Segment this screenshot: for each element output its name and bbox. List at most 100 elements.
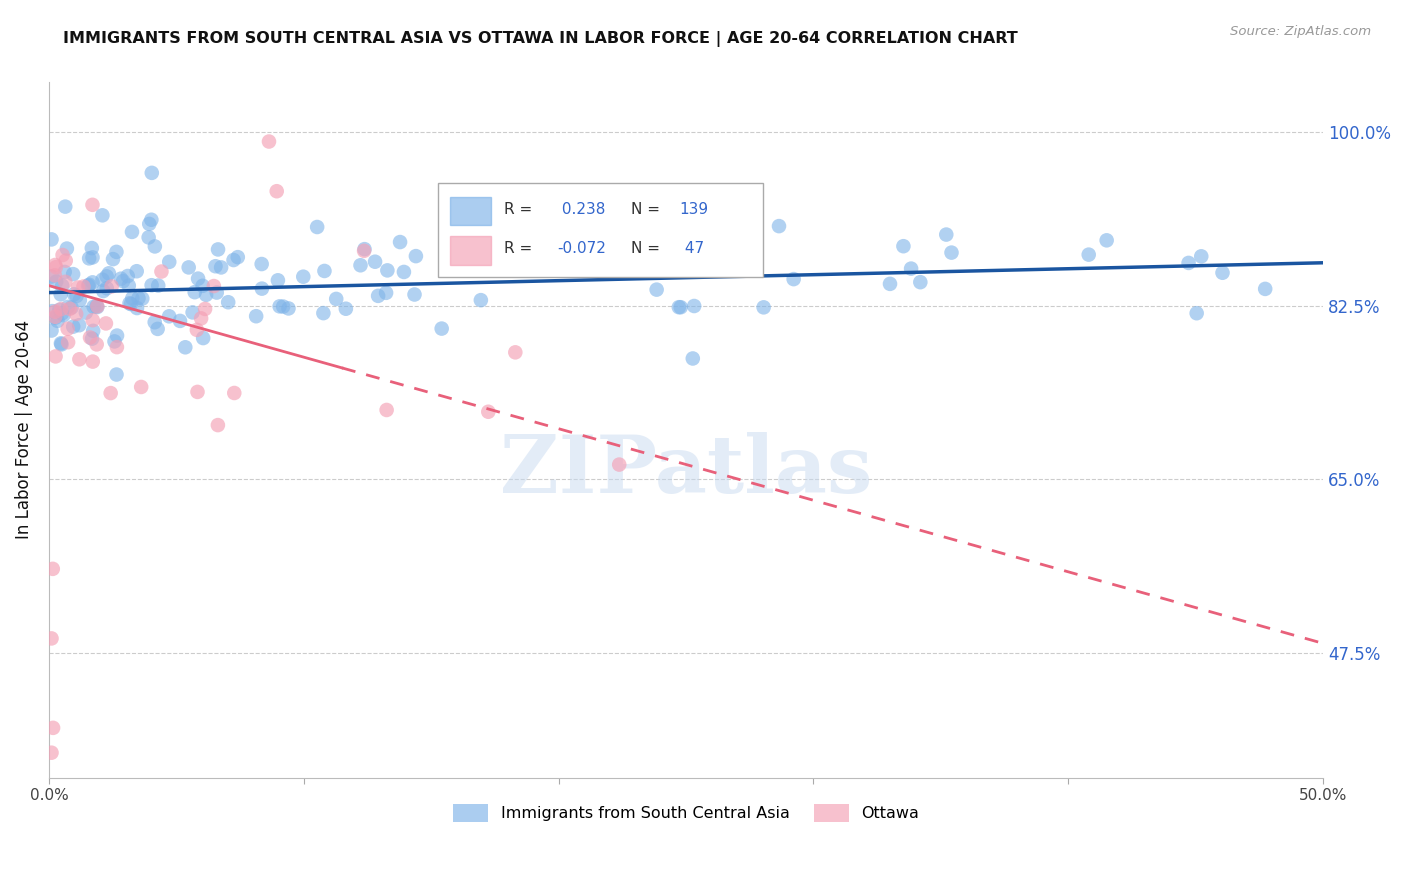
Point [41, 304, 63, 318]
Point [52, 308, 75, 322]
Point [224, 386, 246, 401]
Point [48, 302, 70, 317]
Point [45, 260, 67, 275]
Point [353, 242, 375, 256]
Point [129, 380, 152, 394]
Point [94, 317, 117, 331]
Point [77, 278, 100, 293]
Point [250, 257, 273, 271]
Point [141, 166, 163, 180]
Point [41, 632, 63, 646]
Point [375, 285, 398, 300]
Point [364, 254, 387, 268]
Point [86, 300, 108, 314]
Point [41, 746, 63, 760]
Point [56, 322, 79, 336]
Point [389, 235, 412, 249]
Point [893, 239, 915, 253]
Point [51, 337, 73, 351]
Point [709, 256, 731, 270]
Point [121, 291, 143, 305]
Point [266, 184, 288, 198]
Point [335, 301, 357, 316]
Point [86, 299, 108, 313]
Point [353, 244, 375, 258]
Point [157, 310, 180, 324]
Point [143, 239, 166, 253]
Point [44, 258, 66, 272]
Point [143, 315, 166, 329]
Point [77, 277, 100, 292]
Point [752, 301, 775, 315]
Point [101, 252, 124, 266]
Point [62, 267, 84, 281]
Point [67, 318, 90, 333]
Point [46, 314, 69, 328]
Point [470, 293, 492, 307]
Point [645, 283, 668, 297]
Point [80, 241, 103, 255]
Legend: Immigrants from South Central Asia, Ottawa: Immigrants from South Central Asia, Otta… [446, 797, 925, 829]
Point [69, 293, 91, 307]
Point [430, 321, 453, 335]
Point [900, 261, 922, 276]
Point [118, 278, 141, 293]
Point [120, 297, 142, 311]
Text: R =: R = [503, 202, 531, 217]
Text: Source: ZipAtlas.com: Source: ZipAtlas.com [1230, 25, 1371, 38]
Point [141, 278, 163, 293]
Point [307, 219, 329, 234]
Point [91, 273, 114, 287]
Point [83, 300, 105, 314]
Point [44, 310, 66, 324]
Point [187, 271, 209, 285]
Point [457, 259, 479, 273]
Point [404, 287, 426, 301]
Point [375, 403, 398, 417]
Point [105, 328, 128, 343]
Point [49, 336, 72, 351]
Point [186, 384, 208, 399]
Point [505, 345, 527, 359]
Point [174, 340, 197, 354]
Point [63, 287, 86, 301]
Text: ZIPatlas: ZIPatlas [501, 433, 872, 510]
Point [782, 272, 804, 286]
Point [67, 352, 90, 367]
Point [56, 300, 79, 314]
Point [682, 351, 704, 366]
Point [222, 253, 245, 268]
Point [405, 249, 427, 263]
Point [668, 300, 690, 314]
Point [202, 279, 225, 293]
Point [96, 269, 118, 284]
Text: N =: N = [631, 242, 661, 256]
Point [105, 368, 128, 382]
Point [65, 289, 87, 303]
Point [186, 323, 208, 337]
Point [52, 248, 75, 262]
Point [77, 252, 100, 266]
Point [91, 284, 114, 298]
Text: -0.072: -0.072 [557, 242, 606, 256]
Point [60, 301, 83, 315]
Point [41, 269, 63, 284]
Point [86, 299, 108, 313]
Point [257, 135, 280, 149]
Point [56, 242, 79, 256]
Point [941, 245, 963, 260]
Point [183, 285, 205, 300]
Point [1177, 256, 1199, 270]
Point [146, 322, 169, 336]
Point [157, 255, 180, 269]
Point [82, 198, 104, 212]
Point [91, 208, 114, 222]
Point [312, 306, 335, 320]
Point [271, 300, 294, 314]
Point [112, 274, 135, 288]
Point [125, 264, 148, 278]
Point [53, 275, 76, 289]
Point [277, 301, 299, 316]
Point [82, 324, 104, 338]
Text: IMMIGRANTS FROM SOUTH CENTRAL ASIA VS OTTAWA IN LABOR FORCE | AGE 20-64 CORRELAT: IMMIGRANTS FROM SOUTH CENTRAL ASIA VS OT… [63, 31, 1018, 47]
